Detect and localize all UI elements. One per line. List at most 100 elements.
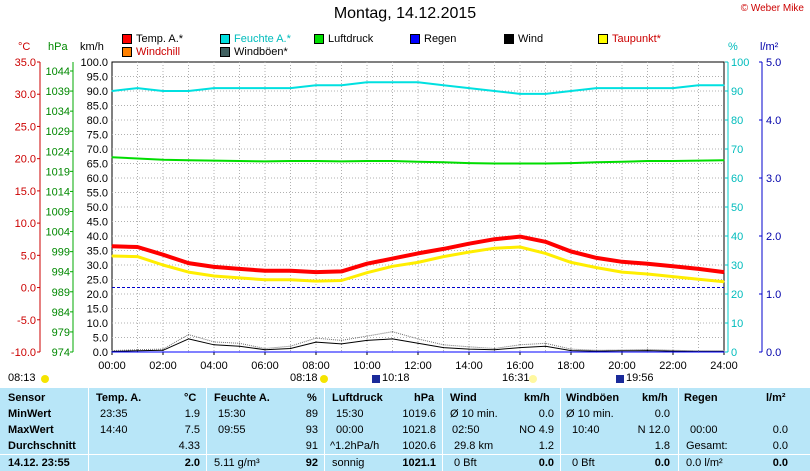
data-point <box>340 279 343 282</box>
data-point <box>417 342 419 344</box>
pressure-tick-label: 1039 <box>46 86 70 98</box>
current-rain-label: 0.0 l/m² <box>686 457 723 469</box>
data-point <box>238 351 241 353</box>
data-point <box>111 351 113 353</box>
legend-item-wind: Wind <box>504 32 543 45</box>
legend-label: Wind <box>518 32 544 45</box>
max-rain-value: 0.0 <box>772 424 788 436</box>
data-point <box>697 350 700 352</box>
legend-label: Feuchte A.* <box>234 32 291 45</box>
humidity-tick-label: 40 <box>731 231 743 243</box>
row-label-min: MinWert <box>8 408 52 420</box>
current-gusts-value: 0.0 <box>654 457 670 469</box>
legend-item-temp: Temp. A.* <box>122 32 183 45</box>
wind-tick-label: 25.0 <box>87 275 108 287</box>
data-point <box>544 162 547 165</box>
avg-rain-label: Gesamt: <box>686 440 728 452</box>
legend-label: Temp. A.* <box>136 32 184 45</box>
min-pressure-value: 1019.6 <box>402 408 436 420</box>
legend-swatch <box>122 33 132 44</box>
data-point <box>289 345 292 347</box>
left-axes: 35.0 30.0 25.0 20.0 15.0 10.0 5.0 0.0 -5.0 -10.0 °… <box>11 41 108 359</box>
wind-tick-label: 90.0 <box>87 86 108 98</box>
max-temp-value: 7.5 <box>184 424 200 436</box>
data-point <box>187 271 190 273</box>
data-point <box>264 270 266 272</box>
max-gusts-time: 10:40 <box>572 424 600 436</box>
data-point <box>723 271 725 273</box>
wind-tick-label: 20.0 <box>87 289 108 301</box>
data-point <box>595 87 598 89</box>
moonset-time: 19:56 <box>626 372 654 384</box>
avg-pressure-trend: ^1.2hPa/h <box>330 440 380 452</box>
data-point <box>187 90 190 92</box>
data-point <box>238 268 241 270</box>
data-point <box>213 341 215 343</box>
data-point <box>136 351 139 353</box>
temp-tick-label: 15.0 <box>15 186 36 198</box>
data-point <box>442 84 445 86</box>
header-gusts: Windböen <box>566 392 620 404</box>
data-point <box>264 87 266 89</box>
data-point <box>570 351 572 353</box>
sun-icon <box>41 375 49 383</box>
data-point <box>162 159 164 161</box>
data-point <box>417 338 419 340</box>
current-wind-value: 0.0 <box>538 457 554 469</box>
data-point <box>162 90 164 92</box>
max-humidity-value: 93 <box>305 424 318 436</box>
data-point <box>544 342 547 344</box>
data-point <box>493 351 496 353</box>
legend-swatch <box>598 33 608 44</box>
data-point <box>187 334 190 336</box>
data-point <box>264 351 266 353</box>
data-point <box>136 246 139 248</box>
wind-tick-label: 45.0 <box>87 217 108 229</box>
x-tick-label: 12:00 <box>404 360 432 372</box>
legend-item-windchill: Windchill <box>122 45 180 58</box>
moon-icon <box>372 375 380 383</box>
data-point <box>136 349 139 351</box>
x-tick-label: 22:00 <box>659 360 687 372</box>
data-point <box>442 347 445 349</box>
data-point <box>621 350 623 352</box>
x-axis: 00:00 02:00 04:00 06:00 08:00 10:00 12:00 14:00… <box>98 352 738 372</box>
min-wind-value: 0.0 <box>538 408 554 420</box>
data-point <box>570 250 572 253</box>
data-point <box>366 263 368 265</box>
header-pressure: Luftdruck <box>332 392 383 404</box>
data-point <box>340 160 343 163</box>
min-temp-value: 1.9 <box>184 408 200 420</box>
data-point <box>391 265 394 267</box>
data-point <box>493 347 496 350</box>
pressure-tick-label: 1014 <box>46 186 70 198</box>
data-point <box>442 344 445 346</box>
data-point <box>213 160 215 162</box>
legend-item-humidity: Feuchte A.* <box>220 32 291 45</box>
data-point <box>442 351 445 353</box>
rain-tick-label: 4.0 <box>766 115 781 127</box>
temp-tick-label: 0.0 <box>21 283 36 295</box>
temp-axis-unit: °C <box>18 41 30 53</box>
pressure-tick-label: 974 <box>52 347 70 359</box>
data-point <box>723 159 725 161</box>
chart-series <box>111 81 725 353</box>
data-point <box>697 84 700 86</box>
wind-tick-label: 30.0 <box>87 260 108 272</box>
data-point <box>366 272 368 274</box>
data-point <box>111 245 113 247</box>
data-point <box>468 243 470 245</box>
data-point <box>442 248 445 250</box>
data-point <box>340 84 343 86</box>
data-point <box>391 338 394 340</box>
max-wind-value: NO 4.9 <box>519 424 554 436</box>
header-wind: Wind <box>450 392 477 404</box>
data-point <box>111 90 113 92</box>
data-point <box>187 159 190 161</box>
pressure-tick-label: 984 <box>52 307 70 319</box>
data-point <box>315 160 317 162</box>
legend-swatch <box>504 33 514 44</box>
data-point <box>570 349 572 352</box>
data-point <box>187 262 190 264</box>
data-point <box>672 350 674 352</box>
